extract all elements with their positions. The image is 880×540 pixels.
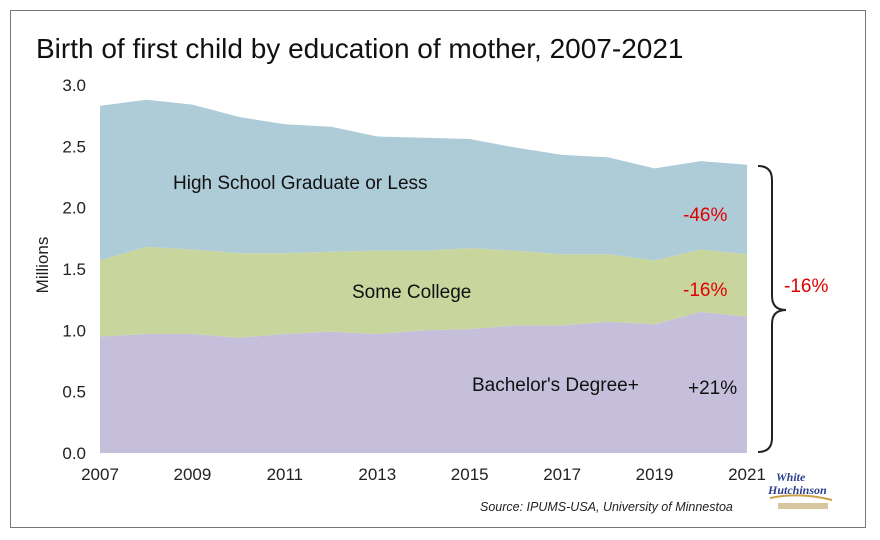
x-tick-label: 2013 — [358, 465, 396, 484]
total-bracket — [757, 165, 787, 453]
hs-change-label: -46% — [683, 205, 727, 226]
y-tick-label: 3.0 — [62, 76, 86, 95]
series-label-ba: Bachelor's Degree+ — [472, 375, 639, 396]
x-axis-ticks: 2007 2009 2011 2013 2015 2017 2019 2021 — [81, 465, 766, 484]
x-tick-label: 2021 — [728, 465, 766, 484]
series-label-sc: Some College — [352, 282, 471, 303]
x-tick-label: 2007 — [81, 465, 119, 484]
y-axis-ticks: 0.0 0.5 1.0 1.5 2.0 2.5 3.0 — [62, 76, 86, 463]
chart-title: Birth of first child by education of mot… — [36, 33, 684, 64]
sc-change-label: -16% — [683, 280, 727, 301]
source-note: Source: IPUMS-USA, University of Minnest… — [480, 500, 733, 514]
logo-line1: White — [776, 470, 806, 484]
y-tick-label: 2.0 — [62, 199, 86, 218]
ba-change-label: +21% — [688, 378, 737, 399]
x-tick-label: 2017 — [543, 465, 581, 484]
white-hutchinson-logo: White Hutchinson — [767, 470, 833, 509]
area-series-1 — [100, 246, 747, 338]
y-tick-label: 1.5 — [62, 260, 86, 279]
x-tick-label: 2019 — [636, 465, 674, 484]
x-tick-label: 2009 — [174, 465, 212, 484]
logo-line2: Hutchinson — [767, 483, 827, 497]
y-tick-label: 2.5 — [62, 137, 86, 156]
logo-tagline-bar — [778, 503, 828, 509]
y-tick-label: 0.0 — [62, 444, 86, 463]
logo-swoosh — [769, 494, 833, 501]
y-axis-label: Millions — [33, 237, 52, 294]
stacked-areas — [100, 99, 747, 453]
total-change-label: -16% — [784, 276, 828, 297]
y-tick-label: 1.0 — [62, 321, 86, 340]
x-tick-label: 2015 — [451, 465, 489, 484]
area-series-0 — [100, 311, 747, 453]
y-tick-label: 0.5 — [62, 383, 86, 402]
x-tick-label: 2011 — [267, 465, 304, 484]
series-label-hs: High School Graduate or Less — [173, 173, 428, 194]
area-series-2 — [100, 99, 747, 261]
